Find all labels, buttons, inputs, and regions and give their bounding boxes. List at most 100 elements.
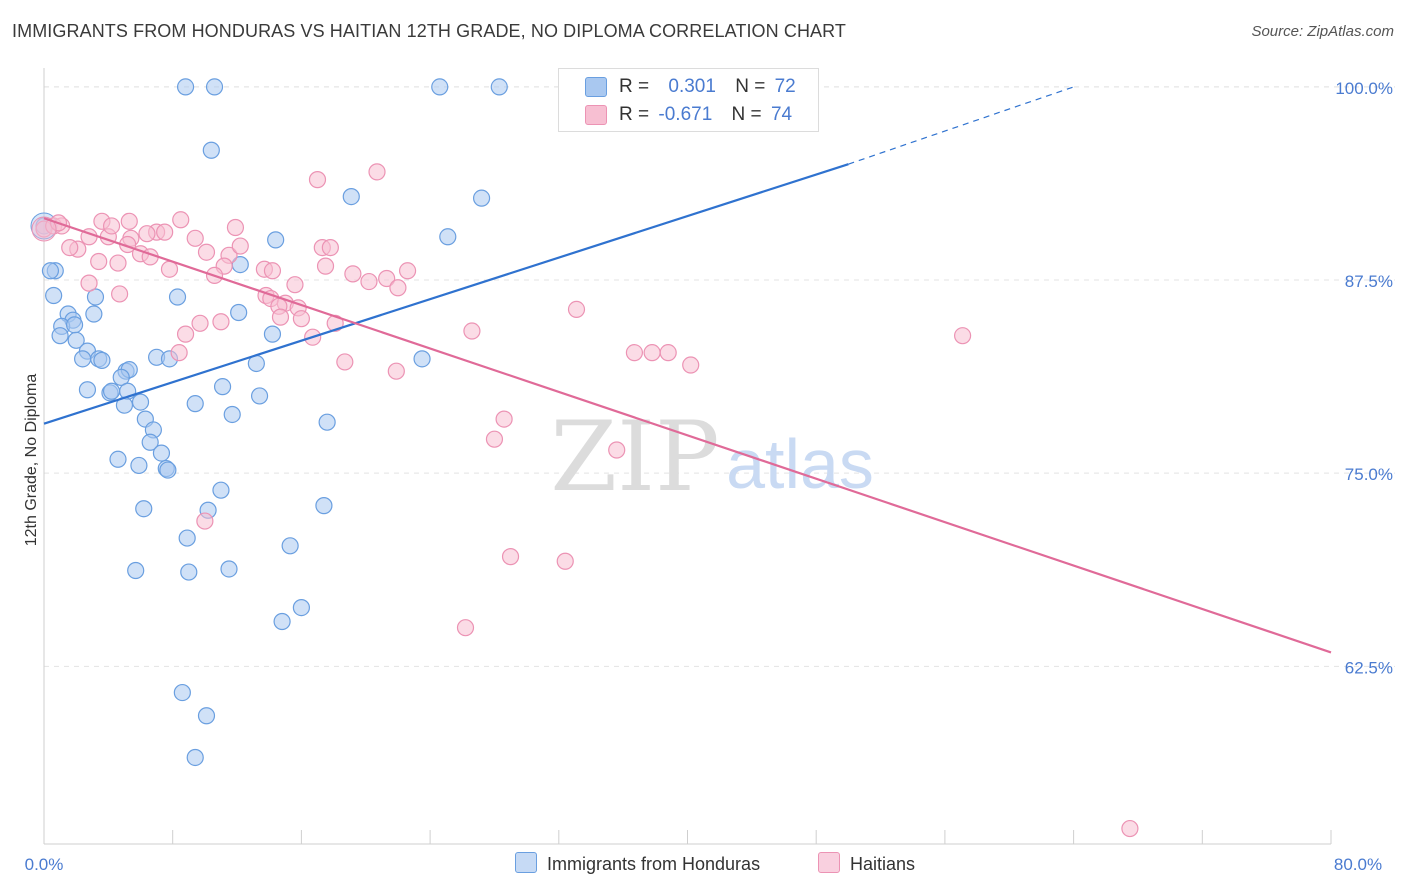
point-haitians bbox=[378, 269, 396, 288]
point-haitians bbox=[292, 310, 310, 328]
point-honduras bbox=[130, 456, 148, 475]
point-honduras bbox=[176, 78, 195, 96]
point-honduras bbox=[315, 497, 333, 515]
point-honduras bbox=[212, 481, 230, 499]
bottom-legend-honduras: Immigrants from Honduras bbox=[515, 852, 760, 875]
point-haitians bbox=[1121, 819, 1139, 838]
point-honduras bbox=[152, 444, 171, 462]
point-honduras bbox=[431, 78, 449, 96]
point-haitians bbox=[102, 217, 121, 235]
point-honduras bbox=[127, 561, 145, 580]
point-honduras bbox=[223, 405, 241, 424]
point-haitians bbox=[556, 552, 574, 570]
point-honduras bbox=[112, 368, 130, 386]
legend-n-value: 72 bbox=[774, 76, 796, 97]
point-haitians bbox=[501, 548, 520, 566]
point-haitians bbox=[643, 344, 661, 362]
point-honduras bbox=[186, 748, 204, 767]
point-honduras bbox=[67, 331, 85, 349]
point-honduras bbox=[197, 707, 216, 725]
bottom-legend-label: Immigrants from Honduras bbox=[547, 854, 761, 874]
legend-swatch-pink bbox=[585, 105, 607, 125]
point-haitians bbox=[389, 279, 407, 297]
point-haitians bbox=[308, 171, 327, 189]
legend-r-value: 0.301 bbox=[668, 76, 716, 97]
bottom-legend-swatch-blue bbox=[515, 852, 537, 873]
trend-line-haitians bbox=[43, 217, 1332, 654]
point-haitians bbox=[495, 410, 513, 428]
point-haitians bbox=[176, 325, 195, 343]
point-honduras bbox=[213, 378, 232, 396]
gridlines bbox=[44, 86, 1395, 667]
point-haitians bbox=[387, 362, 405, 380]
point-haitians bbox=[160, 260, 179, 278]
point-honduras bbox=[292, 598, 310, 617]
legend-r-label: R = bbox=[619, 104, 650, 125]
point-haitians bbox=[212, 313, 230, 331]
legend-n-label: N = bbox=[731, 104, 762, 125]
point-honduras bbox=[141, 433, 159, 451]
point-haitians bbox=[456, 619, 475, 637]
chart-title: IMMIGRANTS FROM HONDURAS VS HAITIAN 12TH… bbox=[12, 21, 847, 41]
bottom-legend-swatch-pink bbox=[818, 852, 840, 873]
point-honduras bbox=[205, 78, 224, 96]
point-honduras bbox=[102, 382, 121, 400]
point-haitians bbox=[286, 276, 304, 294]
point-honduras bbox=[86, 288, 105, 306]
point-haitians bbox=[120, 212, 138, 230]
point-honduras bbox=[131, 393, 150, 411]
point-haitians bbox=[271, 308, 290, 326]
point-honduras bbox=[178, 529, 196, 547]
point-honduras bbox=[413, 350, 431, 368]
y-tick-label: 100.0% bbox=[1335, 79, 1393, 98]
legend-n-label: N = bbox=[735, 76, 766, 97]
point-honduras bbox=[202, 141, 220, 159]
legend-r-value: -0.671 bbox=[658, 104, 713, 125]
point-honduras bbox=[281, 537, 299, 555]
point-honduras bbox=[186, 395, 204, 413]
y-tick-label: 87.5% bbox=[1345, 272, 1393, 291]
watermark: ZIP atlas bbox=[550, 401, 874, 513]
x-tick-label: 80.0% bbox=[1334, 855, 1382, 874]
point-haitians bbox=[682, 356, 700, 374]
point-honduras bbox=[263, 325, 282, 343]
point-haitians bbox=[61, 238, 79, 257]
point-haitians bbox=[156, 223, 174, 241]
point-haitians bbox=[326, 314, 344, 332]
point-honduras bbox=[439, 228, 457, 246]
point-honduras bbox=[74, 350, 92, 368]
point-haitians bbox=[186, 229, 204, 247]
point-haitians bbox=[659, 344, 677, 362]
point-haitians bbox=[344, 265, 362, 283]
point-honduras bbox=[135, 500, 153, 518]
bottom-legend-label: Haitians bbox=[850, 854, 916, 874]
bottom-legend-haitians: Haitians bbox=[818, 852, 915, 875]
point-haitians bbox=[197, 243, 216, 261]
legend-n-value: 74 bbox=[770, 104, 793, 125]
source-label: Source: ZipAtlas.com bbox=[1251, 23, 1394, 40]
point-honduras bbox=[180, 563, 198, 581]
point-honduras bbox=[273, 612, 291, 631]
point-haitians bbox=[231, 237, 249, 255]
point-haitians bbox=[80, 274, 98, 292]
point-honduras bbox=[41, 262, 60, 280]
y-tick-label: 75.0% bbox=[1345, 465, 1393, 484]
point-haitians bbox=[316, 257, 335, 275]
point-honduras bbox=[250, 387, 269, 405]
point-honduras bbox=[159, 461, 177, 479]
point-haitians bbox=[953, 327, 972, 345]
point-honduras bbox=[342, 188, 360, 206]
point-haitians bbox=[172, 211, 190, 229]
point-honduras bbox=[78, 381, 97, 399]
point-haitians bbox=[608, 441, 626, 459]
point-honduras bbox=[267, 231, 285, 249]
point-honduras bbox=[93, 351, 111, 369]
trend-line-honduras bbox=[43, 163, 849, 425]
point-honduras bbox=[472, 189, 491, 207]
point-haitians bbox=[360, 272, 378, 291]
point-haitians-large bbox=[31, 216, 57, 242]
point-honduras bbox=[230, 303, 248, 322]
point-honduras bbox=[45, 286, 63, 305]
legend-r-label: R = bbox=[619, 76, 650, 97]
